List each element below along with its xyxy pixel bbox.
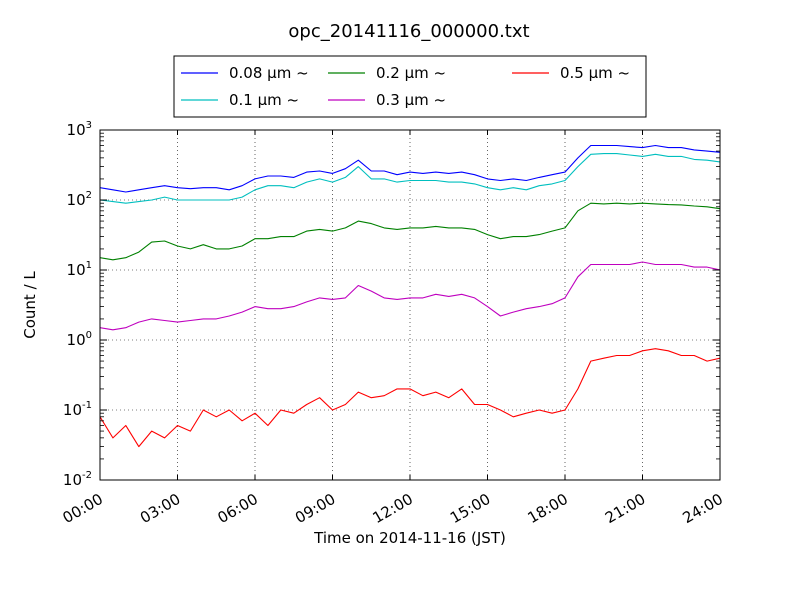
legend: 0.08 μm ~ 0.1 μm ~ 0.2 μm ~ 0.3 μm ~ 0.5 μm … <box>173 55 647 118</box>
y-tick-label: 101 <box>67 260 92 279</box>
y-tick-label: 100 <box>67 330 92 349</box>
y-tick-label: 10-2 <box>63 470 92 489</box>
series-line <box>100 202 720 261</box>
series-layer <box>100 144 720 448</box>
grid <box>100 130 720 480</box>
legend-label: 0.3 μm ~ <box>376 91 446 109</box>
legend-label: 0.08 μm ~ <box>229 64 309 82</box>
legend-label: 0.2 μm ~ <box>376 64 446 82</box>
y-tick-label: 103 <box>67 120 92 139</box>
ticks <box>99 129 721 481</box>
series-line <box>100 261 720 331</box>
chart-title: opc_20141116_000000.txt <box>288 21 529 42</box>
x-axis-label: Time on 2014-11-16 (JST) <box>313 529 506 547</box>
y-tick-label: 10-1 <box>63 400 92 419</box>
series-line <box>100 144 720 193</box>
y-tick-labels: 10-2 10-1 100 101 102 103 <box>63 120 92 489</box>
legend-label: 0.5 μm ~ <box>560 64 630 82</box>
y-tick-label: 102 <box>67 190 92 209</box>
y-axis-label: Count / L <box>21 271 39 339</box>
series-line <box>100 348 720 448</box>
series-line <box>100 153 720 204</box>
legend-box <box>173 55 647 118</box>
legend-label: 0.1 μm ~ <box>229 91 299 109</box>
